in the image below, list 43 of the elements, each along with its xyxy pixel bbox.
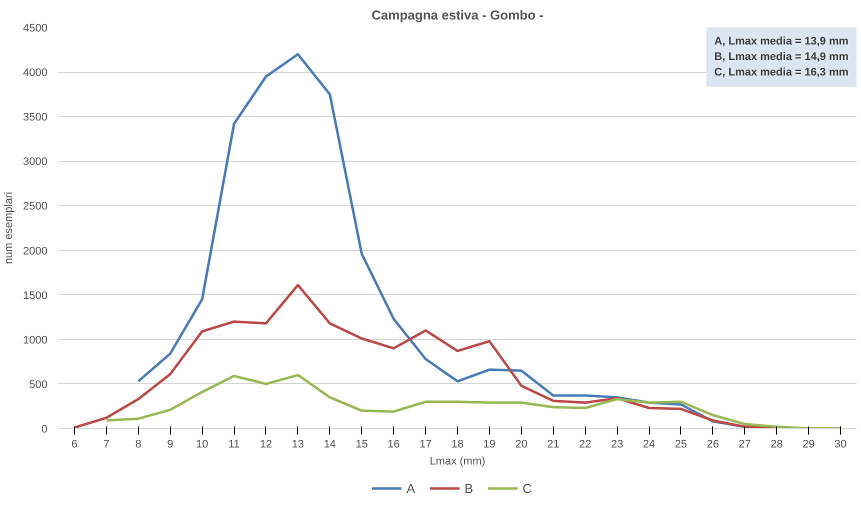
y-tick-label: 3500 [23, 112, 48, 124]
x-tick-label: 28 [770, 438, 783, 450]
x-axis-title: Lmax (mm) [430, 456, 486, 468]
x-tick-label: 7 [103, 438, 110, 450]
x-tick-label: 8 [135, 438, 142, 450]
x-tick-label: 13 [292, 438, 304, 450]
x-tick-label: 25 [674, 438, 688, 450]
y-tick-label: 1500 [23, 290, 48, 302]
y-tick-label: 4000 [23, 67, 48, 80]
x-tick-label: 15 [356, 438, 368, 450]
annotation: A, Lmax media = 13,9 mm B, Lmax media = 14,9 mm C, Lmax media = 16,3 mm [714, 36, 849, 79]
x-tick-label: 22 [579, 438, 592, 450]
line-series [105, 374, 842, 428]
legend-label: B [464, 480, 474, 496]
chart-title: Campagna estiva - Gombo - [372, 8, 544, 22]
x-tick-label: 30 [834, 438, 847, 450]
x-tick-label: 6 [71, 438, 78, 450]
x-tick-label: 23 [610, 438, 624, 450]
x-tick-label: 10 [196, 438, 208, 450]
y-tick-label: 3000 [23, 156, 48, 168]
y-tick-label: 1000 [23, 334, 48, 346]
y-tick-label: 4500 [23, 22, 48, 34]
y-tick-label: 2500 [23, 200, 48, 213]
legend-label: C [522, 480, 533, 496]
x-tick-label: 20 [515, 438, 528, 450]
x-tick-label: 19 [483, 438, 496, 450]
x-tick-label: 16 [388, 438, 400, 450]
x-tick-label: 26 [706, 438, 719, 450]
x-tick-label: 24 [642, 438, 656, 450]
y-axis-title: num esemplari [3, 192, 16, 264]
x-tick-label: 21 [547, 438, 560, 450]
x-tick-label: 29 [802, 438, 815, 450]
x-tick-label: 17 [419, 438, 432, 450]
x-tick-label: 14 [324, 438, 336, 450]
y-tick-label: 0 [41, 424, 48, 436]
x-tick-label: 9 [167, 438, 174, 450]
x-tick-label: 18 [451, 438, 464, 450]
x-tick-label: 11 [228, 438, 240, 450]
x-tick-label: 27 [738, 438, 751, 450]
x-tick-label: 12 [260, 438, 272, 450]
y-tick-label: 500 [29, 378, 48, 391]
y-tick-label: 2000 [23, 245, 48, 258]
legend-label: A [406, 480, 416, 496]
